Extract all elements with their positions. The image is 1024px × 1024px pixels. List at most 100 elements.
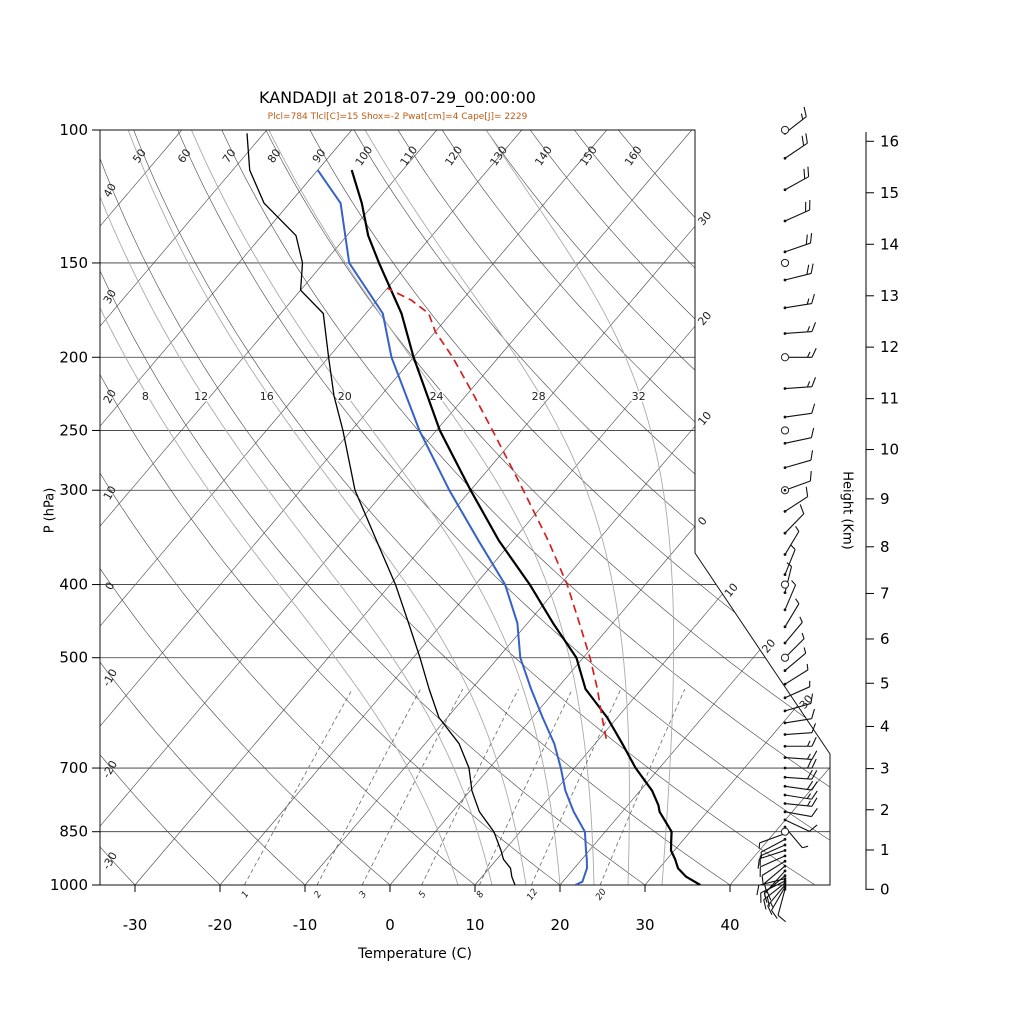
height-tick-label: 14 xyxy=(880,235,899,253)
dry-adiabat-label: 150 xyxy=(577,144,600,169)
isotherm-line xyxy=(100,130,607,885)
station-dot xyxy=(783,874,787,878)
station-dot xyxy=(783,156,787,160)
parcel-curve xyxy=(386,287,608,739)
dry-adiabat-label: 30 xyxy=(101,287,119,306)
dry-adiabat-line xyxy=(309,130,830,885)
dry-adiabat-line xyxy=(397,130,830,885)
mixing-ratio-label: 12 xyxy=(525,887,540,902)
pressure-tick-label: 850 xyxy=(59,823,88,841)
height-tick-label: 12 xyxy=(880,338,899,356)
mixing-ratio-line xyxy=(421,688,519,885)
station-dot xyxy=(783,250,787,254)
station-dot xyxy=(783,793,787,797)
station-circle xyxy=(780,827,790,836)
moist-adiabat-line xyxy=(190,130,561,885)
station-dot xyxy=(783,877,787,881)
height-tick-label: 15 xyxy=(880,184,899,202)
station-dot xyxy=(783,864,787,868)
pressure-tick-label: 200 xyxy=(59,348,88,366)
dry-adiabat-label: 50 xyxy=(130,147,149,166)
station-dot xyxy=(783,669,787,672)
dry-adiabat-line xyxy=(353,130,830,885)
moist-adiabat-line xyxy=(100,130,493,885)
dry-adiabat-label: -10 xyxy=(100,667,120,689)
sounding-curves xyxy=(246,133,701,885)
temperature-tick-label: 20 xyxy=(550,916,569,934)
station-dot xyxy=(783,802,787,805)
station-dot xyxy=(783,591,787,595)
isotherm-line xyxy=(219,130,830,885)
pressure-tick-label: 250 xyxy=(59,421,88,439)
mixing-ratio-label: 1 xyxy=(240,890,251,900)
isotherm-line xyxy=(100,130,437,885)
dry-adiabat-label: 110 xyxy=(398,144,421,169)
mixing-ratio-label: 20 xyxy=(594,887,609,902)
temperature-tick-label: 10 xyxy=(465,916,484,934)
dry-adiabat-label: 70 xyxy=(220,147,239,166)
station-dot xyxy=(783,531,787,535)
station-circle xyxy=(780,580,790,589)
wind-barbs xyxy=(756,106,818,923)
height-tick-label: 10 xyxy=(880,441,899,459)
station-circle xyxy=(780,653,790,662)
dry-adiabat-line xyxy=(100,130,306,885)
station-circle xyxy=(780,353,790,362)
moist-adiabat-label: 16 xyxy=(260,390,274,403)
isotherm-label: 20 xyxy=(695,309,714,328)
station-dot xyxy=(783,784,787,788)
station-dot xyxy=(783,854,787,858)
chart-title: KANDADJI at 2018-07-29_00:00:00 xyxy=(259,88,536,107)
dry-adiabat-line xyxy=(133,130,816,885)
mixing-ratio-line xyxy=(361,688,464,885)
height-tick-label: 2 xyxy=(880,801,890,819)
station-dot xyxy=(783,744,787,748)
isotherm-line xyxy=(474,130,830,885)
height-tick-label: 13 xyxy=(880,287,899,305)
temperature-tick-label: 40 xyxy=(720,916,739,934)
pressure-tick-label: 300 xyxy=(59,481,88,499)
isotherm-line xyxy=(559,130,830,885)
dry-adiabat-label: -20 xyxy=(100,758,120,780)
station-dot xyxy=(783,306,787,310)
moist-adiabat-label: 8 xyxy=(142,390,149,403)
moist-adiabat-label: 28 xyxy=(532,390,546,403)
dry-adiabat-label: 10 xyxy=(101,484,119,503)
height-tick-label: 6 xyxy=(880,630,890,648)
station-dot xyxy=(783,278,787,282)
dry-adiabat-line xyxy=(100,130,221,885)
temperature-tick-label: -20 xyxy=(208,916,233,934)
temperature-tick-label: -30 xyxy=(123,916,148,934)
isotherm-line xyxy=(100,130,267,885)
station-dot xyxy=(783,766,787,770)
moist-adiabat-line xyxy=(364,130,630,885)
height-tick-label: 7 xyxy=(880,584,890,602)
dry-adiabat-line xyxy=(485,130,830,885)
station-dot xyxy=(783,415,787,419)
moist-adiabat-label: 12 xyxy=(194,390,208,403)
station-dot xyxy=(783,608,787,612)
moist-adiabat-label: 24 xyxy=(430,390,444,403)
station-dot xyxy=(783,466,787,470)
station-dot xyxy=(783,837,787,841)
temperature-tick-label: 30 xyxy=(635,916,654,934)
isotherm-line xyxy=(389,130,830,885)
mixing-ratio-label: 8 xyxy=(475,889,487,900)
station-dot xyxy=(783,881,787,885)
grid-lines xyxy=(100,130,830,885)
moist-adiabat-line xyxy=(268,130,595,885)
temperature-axis-label: Temperature (C) xyxy=(358,946,472,962)
plot-border xyxy=(99,129,831,886)
dry-adiabat-label: 80 xyxy=(265,147,284,166)
dry-adiabat-line xyxy=(100,130,731,885)
station-dot xyxy=(783,859,787,863)
pressure-tick-label: 100 xyxy=(59,121,88,139)
station-dot xyxy=(783,883,787,887)
chart-stats-line: Plcl=784 Tlcl[C]=15 Shox=-2 Pwat[cm]=4 C… xyxy=(267,112,528,122)
mixing-ratio-label: 5 xyxy=(417,889,429,900)
station-dot xyxy=(783,509,787,513)
temperature-tick-label: 0 xyxy=(385,916,395,934)
station-dot xyxy=(783,843,787,847)
dry-adiabat-label: 90 xyxy=(310,147,329,166)
